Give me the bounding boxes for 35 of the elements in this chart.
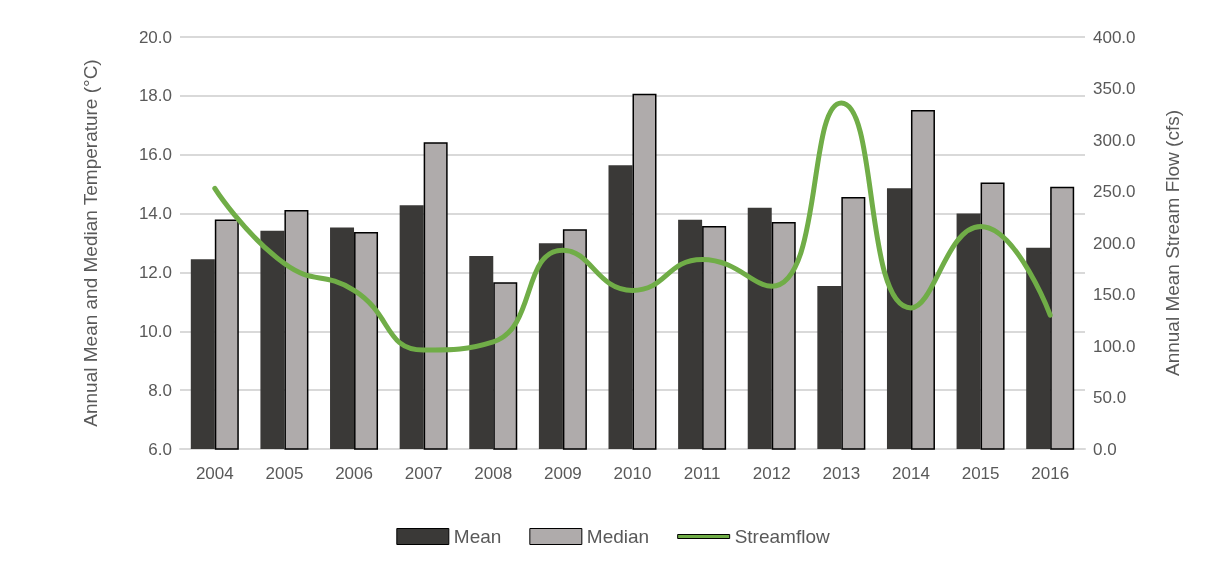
x-tick-label: 2014	[892, 464, 930, 483]
x-tick-label: 2009	[543, 464, 582, 483]
y-tick-label: 8.0	[148, 380, 172, 400]
x-tick-label: 2015	[961, 464, 1000, 483]
y-tick-label: 14.0	[138, 204, 172, 224]
y2-tick-label: 400.0	[1093, 27, 1136, 47]
y-tick-label: 20.0	[138, 27, 172, 47]
x-tick-label: 2004	[195, 464, 234, 483]
y2-tick-label: 50.0	[1093, 388, 1127, 407]
x-tick-label: 2013	[822, 464, 861, 483]
y-tick-label: 10.0	[138, 321, 172, 341]
legend-label: Median	[586, 526, 650, 547]
y2-tick-label: 100.0	[1093, 336, 1136, 356]
x-tick-label: 2008	[474, 464, 513, 483]
x-tick-label: 2006	[335, 464, 373, 483]
y2-tick-label: 250.0	[1093, 182, 1136, 201]
y-tick-label: 16.0	[138, 145, 172, 165]
x-tick-label: 2016	[1031, 464, 1070, 483]
y-tick-label: 12.0	[138, 262, 172, 282]
y2-tick-label: 200.0	[1093, 233, 1136, 253]
y2-axis-title: Annual Mean Stream Flow (cfs)	[1162, 109, 1183, 377]
legend-label: Mean	[453, 526, 502, 547]
x-tick-label: 2007	[404, 464, 443, 483]
y-axis-title: Annual Mean and Median Temperature (°C)	[80, 59, 101, 427]
y2-tick-label: 150.0	[1093, 285, 1136, 304]
x-tick-label: 2012	[752, 464, 791, 483]
legend-label: Streamflow	[734, 526, 830, 547]
y2-tick-label: 0.0	[1093, 439, 1117, 459]
x-tick-label: 2010	[613, 464, 652, 483]
y-tick-label: 6.0	[148, 439, 172, 459]
y-tick-label: 18.0	[138, 86, 172, 106]
x-tick-label: 2005	[265, 464, 304, 483]
x-tick-label: 2011	[683, 464, 721, 483]
y2-tick-label: 350.0	[1093, 79, 1136, 98]
y2-tick-label: 300.0	[1093, 130, 1136, 150]
